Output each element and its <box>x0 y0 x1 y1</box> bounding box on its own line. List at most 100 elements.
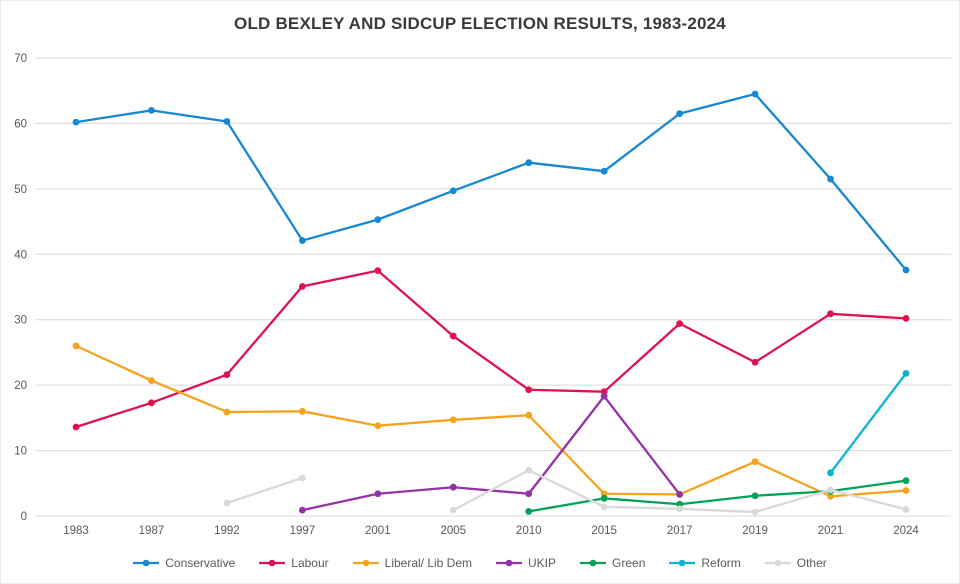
data-point-liberal-lib-dem <box>449 416 457 424</box>
legend-marker-labour-icon <box>259 559 286 567</box>
x-axis-tick-label: 1983 <box>63 525 89 537</box>
data-point-ukip <box>676 491 684 498</box>
x-axis-tick-label: 2001 <box>365 525 391 537</box>
data-point-other <box>449 506 457 514</box>
data-point-ukip <box>449 483 457 491</box>
data-point-conservative <box>827 175 834 183</box>
data-point-liberal-lib-dem <box>525 411 533 419</box>
y-axis-tick-label: 10 <box>14 446 27 458</box>
series-line-liberal-lib-dem <box>74 344 908 498</box>
data-point-liberal-lib-dem <box>827 492 834 500</box>
data-point-liberal-lib-dem <box>72 342 80 350</box>
legend-label-conservative: Conservative <box>165 556 236 570</box>
data-point-other <box>298 474 306 482</box>
legend-marker-liberal-lib-dem-icon <box>352 559 379 567</box>
legend-marker-ukip-icon <box>496 559 523 567</box>
data-point-labour <box>72 423 80 431</box>
legend-label-reform: Reform <box>701 556 741 570</box>
y-axis-tick-label: 20 <box>14 380 27 392</box>
legend-label-green: Green <box>612 556 646 570</box>
data-point-liberal-lib-dem <box>298 407 306 415</box>
series-ukip <box>298 392 684 514</box>
chart-title: OLD BEXLEY AND SIDCUP ELECTION RESULTS, … <box>234 14 726 33</box>
data-point-green <box>902 477 910 485</box>
data-point-conservative <box>751 90 759 98</box>
legend-item-conservative: Conservative <box>133 556 235 570</box>
data-point-ukip <box>525 490 533 498</box>
series-line-labour <box>74 269 908 429</box>
data-point-labour <box>827 310 834 318</box>
data-point-liberal-lib-dem <box>902 487 910 494</box>
x-axis-tick-label: 2021 <box>818 525 844 537</box>
data-point-green <box>525 508 533 515</box>
data-point-other <box>827 486 834 494</box>
x-axis-tick-label: 2017 <box>667 525 693 537</box>
data-point-labour <box>148 399 155 407</box>
series-other <box>223 466 910 516</box>
data-point-labour <box>676 320 684 328</box>
legend-marker-other-icon <box>764 559 791 567</box>
data-point-conservative <box>148 106 155 114</box>
data-point-reform <box>902 369 910 377</box>
y-axis-tick-label: 40 <box>14 249 27 261</box>
x-axis-tick-label: 1992 <box>214 525 240 537</box>
data-point-liberal-lib-dem <box>374 422 382 430</box>
data-point-other <box>676 505 684 513</box>
data-point-conservative <box>449 187 457 195</box>
data-point-other <box>751 508 759 516</box>
chart-legend: Conservative Labour Liberal/ Lib Dem UKIP Gr… <box>1 550 959 576</box>
data-point-liberal-lib-dem <box>148 377 155 384</box>
gridlines: 0 10 20 30 40 50 60 70 <box>14 53 951 523</box>
data-point-labour <box>298 282 306 290</box>
data-point-green <box>751 492 759 500</box>
data-point-labour <box>902 315 910 322</box>
x-axis-tick-label: 2015 <box>591 525 617 537</box>
y-axis-tick-label: 70 <box>14 53 27 65</box>
legend-label-other: Other <box>796 556 827 570</box>
data-point-labour <box>525 386 533 394</box>
x-axis-tick-label: 1997 <box>290 525 316 537</box>
data-point-other <box>902 506 910 513</box>
series-line-conservative <box>74 92 908 272</box>
y-axis-tick-label: 0 <box>21 511 27 523</box>
legend-label-ukip: UKIP <box>528 556 557 570</box>
legend-marker-conservative-icon <box>133 559 160 567</box>
series-line-other <box>225 476 304 505</box>
data-point-conservative <box>676 110 684 118</box>
series-reform <box>827 369 910 477</box>
x-axis-tick-label: 1987 <box>139 525 165 537</box>
data-point-green <box>600 494 608 502</box>
legend-item-liberal-lib-dem: Liberal/ Lib Dem <box>352 556 473 570</box>
data-point-conservative <box>902 266 910 274</box>
x-axis-tick-label: 2024 <box>893 525 919 537</box>
legend-item-ukip: UKIP <box>496 556 556 570</box>
data-point-labour <box>449 332 457 340</box>
data-point-liberal-lib-dem <box>751 458 759 466</box>
y-axis-tick-label: 30 <box>14 315 27 327</box>
legend-item-reform: Reform <box>669 556 741 570</box>
series-labour <box>72 267 910 431</box>
data-point-liberal-lib-dem <box>223 408 231 416</box>
data-point-reform <box>827 469 834 477</box>
x-axis-tick-label: 2010 <box>516 525 542 537</box>
legend-item-other: Other <box>764 556 827 570</box>
data-point-conservative <box>223 118 231 125</box>
data-point-labour <box>223 371 231 379</box>
data-point-conservative <box>72 118 80 126</box>
data-point-other <box>525 466 533 474</box>
y-axis-tick-label: 50 <box>14 184 27 196</box>
legend-item-green: Green <box>580 556 645 570</box>
chart-plot: 0 10 20 30 40 50 60 70 1983 1987 1992 1997 2001 2005 2… <box>14 53 951 537</box>
legend-label-liberal-lib-dem: Liberal/ Lib Dem <box>384 556 473 570</box>
legend-marker-green-icon <box>580 559 607 567</box>
data-point-conservative <box>374 216 382 224</box>
series-conservative <box>72 90 910 274</box>
series-line-reform <box>829 372 908 474</box>
data-point-other <box>223 499 231 507</box>
data-point-labour <box>374 267 382 275</box>
data-point-ukip <box>298 506 306 514</box>
legend-label-labour: Labour <box>291 556 329 570</box>
y-axis-tick-label: 60 <box>14 118 27 130</box>
series-liberal-lib-dem <box>72 342 910 500</box>
x-axis-labels: 1983 1987 1992 1997 2001 2005 2010 2015 2017 2019… <box>63 525 919 537</box>
